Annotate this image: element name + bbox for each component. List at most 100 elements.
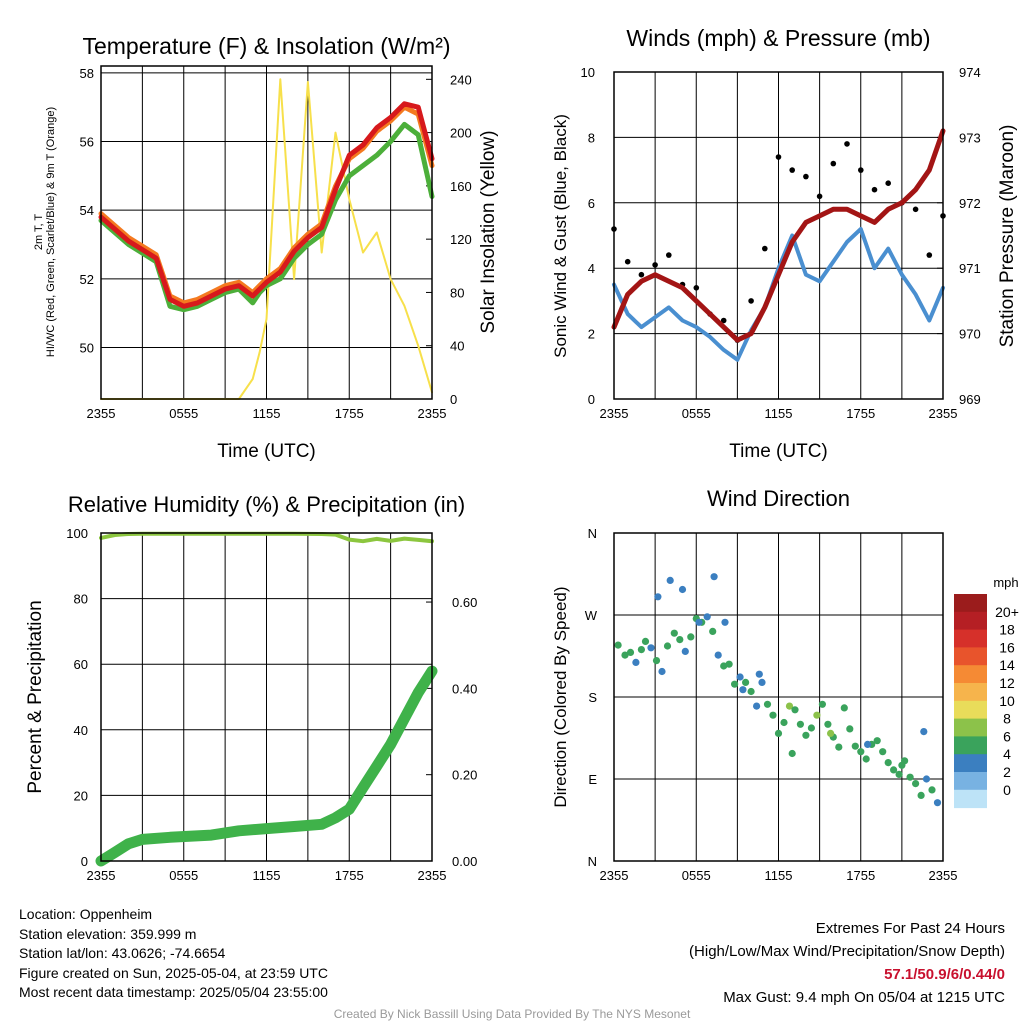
direction-point [906,773,914,781]
max-gust: Max Gust: 9.4 mph On 05/04 at 1215 UTC [723,989,1005,1006]
legend-label: 10 [999,693,1015,709]
legend-swatch [954,772,987,791]
station-latlon: Station lat/lon: 43.0626; -74.6654 [19,945,226,961]
y-tick-label: E [588,772,597,787]
y2-tick-label: 0.20 [452,768,477,783]
y-tick-label: 10 [581,65,595,80]
credit-line: Created By Nick Bassill Using Data Provi… [333,1007,691,1021]
y-tick-label: 4 [588,261,595,276]
y2-tick-label: 0.40 [452,681,477,696]
direction-point [807,724,816,732]
x-tick-label: 1755 [335,868,364,883]
panel-1: 2355 0555 1155 1755 2355 Temperature (F) & In… [33,33,499,462]
x-tick-label: 0555 [682,868,711,883]
panel-4: 2355 0555 1155 1755 2355 Wind Direction N E S W N D… [551,486,1019,883]
direction-point [637,646,646,654]
direction-point [731,680,739,688]
y2-tick-label: 200 [450,126,472,141]
direction-point [933,799,942,807]
legend-swatch [954,647,987,666]
chart-title: Wind Direction [707,486,850,511]
y-tick-label: N [588,526,597,541]
most-recent-timestamp: Most recent data timestamp: 2025/05/04 2… [19,984,328,1000]
series-station-pressure [611,128,946,343]
extremes-heading: Extremes For Past 24 Hours [815,920,1005,937]
legend-swatch [954,594,987,613]
direction-point [857,748,865,756]
x-tick-label: 2355 [418,868,447,883]
y-axis-label: Direction (Colored By Speed) [551,586,570,807]
direction-point [742,678,750,687]
y-tick-label: 8 [588,130,595,145]
direction-point [710,573,718,581]
x-tick-label: 2355 [929,868,958,883]
gust-point [885,180,891,186]
direction-point [796,720,805,728]
y-axis-label-detail: HI/WC (Red, Green, Scarlet/Blue) & 9m T … [45,107,57,357]
legend-label: 8 [1003,711,1011,727]
gust-point [926,252,933,258]
direction-point [621,651,629,659]
chart-title: Relative Humidity (%) & Precipitation (i… [68,492,465,517]
y2-tick-label: 0.00 [452,854,477,869]
direction-point [753,702,761,710]
direction-point [788,749,796,758]
plot-frame [613,71,944,400]
direction-point [747,687,755,696]
y2-tick-label: 972 [959,196,981,211]
series-sonic-wind [612,227,945,362]
legend-label: 12 [999,675,1015,691]
direction-point [791,706,799,714]
y-tick-label: 2 [588,327,595,342]
direction-point [879,748,887,756]
direction-point [614,641,622,649]
y2-tick-label: 969 [959,392,981,407]
legend-label: 6 [1003,728,1011,744]
legend-swatch [954,754,987,773]
gust-point [830,160,837,167]
y2-axis-label: Station Pressure (Maroon) [997,125,1018,348]
gust-point [858,167,864,173]
gust-point [693,285,700,291]
series-precipitation [95,665,438,867]
x-tick-label: 1155 [253,406,281,421]
x-tick-label: 0555 [169,868,198,883]
extremes-panel: Extremes For Past 24 Hours (High/Low/Max… [689,917,1005,1009]
y-tick-label: 80 [74,592,88,607]
direction-point [928,786,936,794]
direction-point [654,593,662,601]
gust-point [803,173,809,180]
direction-point [864,740,872,749]
gust-point [624,258,631,265]
legend-label: 20+ [995,604,1019,620]
legend-title: mph [993,575,1018,590]
x-tick-label: 1155 [253,868,281,883]
y2-tick-label: 80 [450,285,464,300]
legend-label: 0 [1003,782,1011,798]
gust-point [871,186,878,193]
legend-label: 16 [999,639,1015,655]
direction-point [824,720,832,728]
direction-point [755,670,763,678]
y2-tick-label: 970 [959,327,981,342]
x-tick-label: 1755 [335,406,364,421]
direction-point [818,700,827,708]
direction-point [626,648,635,657]
y2-tick-label: 974 [959,65,981,80]
gust-point [775,154,782,160]
gust-point [666,252,672,258]
direction-point [758,678,766,687]
direction-point [890,766,898,774]
y2-tick-label: 0.60 [452,595,477,610]
legend-swatch [954,700,987,720]
direction-point [763,700,772,708]
direction-point [769,711,777,719]
x-tick-label: 1155 [765,406,793,421]
direction-point [922,775,931,783]
y-tick-label: S [588,690,597,705]
legend-label: 14 [999,657,1015,673]
direction-point [813,711,821,719]
station-location: Location: Oppenheim [19,906,153,922]
